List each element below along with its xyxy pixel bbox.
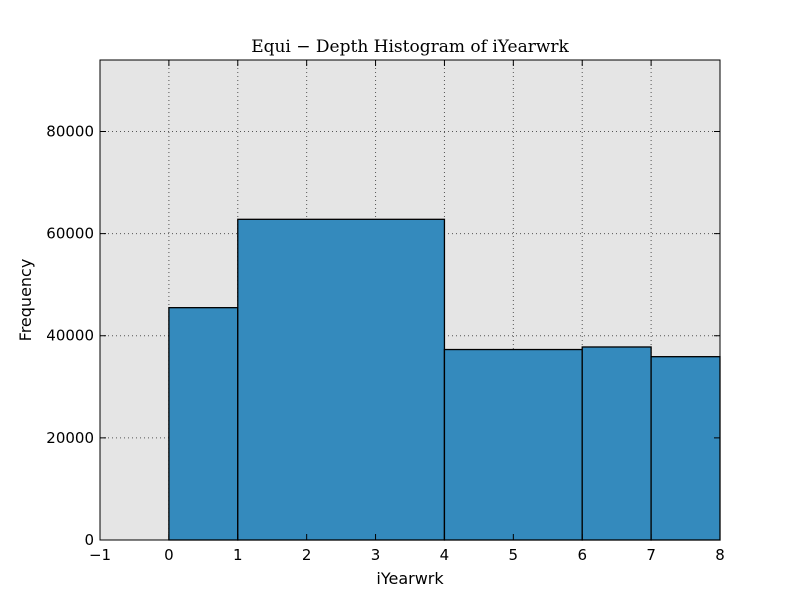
x-tick-label: 4 <box>440 546 450 564</box>
x-tick-label: 8 <box>715 546 725 564</box>
y-tick-label: 20000 <box>46 429 94 447</box>
x-ticks: −1 0 1 2 3 4 5 6 7 8 <box>89 60 725 564</box>
x-tick-label: 3 <box>371 546 381 564</box>
histogram-bar <box>443 348 583 541</box>
y-tick-label: 40000 <box>46 327 94 345</box>
x-tick-label: 1 <box>233 546 243 564</box>
histogram-bar <box>237 218 446 541</box>
x-tick-label: 6 <box>577 546 587 564</box>
y-tick-label: 80000 <box>46 122 94 140</box>
x-tick-label: 7 <box>646 546 656 564</box>
x-axis-label: iYearwrk <box>376 569 444 588</box>
histogram-bar <box>581 346 652 541</box>
y-axis-label: Frequency <box>16 259 35 342</box>
x-tick-label: 0 <box>164 546 174 564</box>
plot-frame <box>99 59 721 541</box>
y-tick-label: 0 <box>84 531 94 549</box>
x-tick-label: −1 <box>89 546 111 564</box>
y-tick-label: 60000 <box>46 225 94 243</box>
x-tick-label: 5 <box>509 546 519 564</box>
histogram-bar <box>168 307 239 541</box>
histogram-bar <box>650 356 721 541</box>
x-tick-label: 2 <box>302 546 312 564</box>
bars-layer <box>168 218 721 541</box>
y-ticks: 0 20000 40000 60000 80000 <box>46 122 720 549</box>
chart-title: Equi − Depth Histogram of iYearwrk <box>251 37 569 57</box>
